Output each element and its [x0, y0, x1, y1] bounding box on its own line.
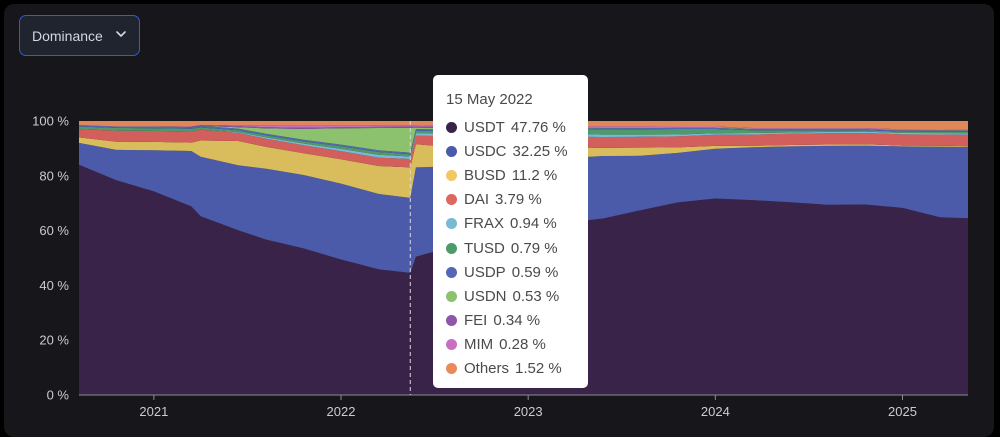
tooltip-row-others: Others 1.52 %: [446, 357, 588, 381]
dropdown-label: Dominance: [32, 27, 103, 44]
dominance-dropdown[interactable]: Dominance: [19, 15, 140, 56]
tooltip-series-value: 1.52 %: [515, 360, 562, 378]
tooltip-row-frax: FRAX 0.94 %: [446, 212, 588, 236]
tooltip-series-name: MIM: [464, 336, 494, 354]
tooltip-series-name: FRAX: [464, 215, 505, 233]
tooltip-series-name: TUSD: [464, 239, 505, 257]
tooltip-series-value: 11.2 %: [511, 166, 558, 184]
y-tick-label: 80 %: [39, 168, 69, 183]
tooltip-series-name: DAI: [464, 191, 490, 209]
y-tick-label: 100 %: [32, 114, 69, 129]
x-tick-label: 2023: [514, 404, 543, 419]
tooltip-series-name: BUSD: [464, 166, 506, 184]
legend-dot-icon: [446, 315, 457, 327]
legend-dot-icon: [446, 121, 457, 133]
tooltip-date: 15 May 2022: [446, 91, 533, 108]
legend-dot-icon: [446, 218, 457, 230]
tooltip-series-name: USDC: [464, 142, 507, 160]
tooltip-row-usdn: USDN 0.53 %: [446, 284, 588, 308]
x-tick-label: 2021: [139, 404, 168, 419]
tooltip-series-name: USDT: [464, 118, 505, 136]
tooltip-series-value: 0.79 %: [510, 239, 558, 257]
tooltip-row-fei: FEI 0.34 %: [446, 309, 588, 333]
tooltip-series-name: Others: [464, 360, 510, 378]
legend-dot-icon: [446, 194, 457, 206]
y-tick-label: 40 %: [39, 278, 69, 293]
y-axis: 0 % 20 % 40 % 60 % 80 % 100 %: [32, 114, 69, 403]
y-tick-label: 60 %: [39, 223, 69, 238]
tooltip-series-name: FEI: [464, 312, 488, 330]
tooltip-row-usdp: USDP 0.59 %: [446, 260, 588, 284]
tooltip-row-tusd: TUSD 0.79 %: [446, 236, 588, 260]
x-tick-label: 2025: [888, 404, 917, 419]
tooltip-series-name: USDN: [464, 287, 507, 305]
tooltip-series-value: 0.59 %: [511, 263, 559, 281]
area-usdn[interactable]: [79, 125, 968, 153]
legend-dot-icon: [446, 242, 457, 254]
legend-dot-icon: [446, 290, 457, 302]
legend-dot-icon: [446, 169, 457, 181]
tooltip-series-name: USDP: [464, 263, 506, 281]
tooltip-series-value: 0.53 %: [512, 287, 560, 305]
tooltip: 15 May 2022 USDT 47.76 % USDC 32.25 % BUSD 11…: [433, 75, 588, 388]
x-tick-label: 2022: [327, 404, 356, 419]
legend-dot-icon: [446, 145, 457, 157]
tooltip-row-mim: MIM 0.28 %: [446, 333, 588, 357]
tooltip-series-value: 32.25 %: [512, 142, 568, 160]
tooltip-row-dai: DAI 3.79 %: [446, 188, 588, 212]
tooltip-series-value: 0.94 %: [510, 215, 557, 233]
tooltip-series-value: 0.34 %: [493, 312, 541, 330]
tooltip-series-value: 47.76 %: [510, 118, 566, 136]
tooltip-row-usdt: USDT 47.76 %: [446, 115, 588, 139]
legend-dot-icon: [446, 363, 457, 375]
tooltip-rows: USDT 47.76 % USDC 32.25 % BUSD 11.2 % DAI 3.79 …: [446, 115, 588, 381]
y-tick-label: 0 %: [47, 388, 70, 403]
y-tick-label: 20 %: [39, 333, 69, 348]
tooltip-series-value: 3.79 %: [495, 191, 542, 209]
x-tick-label: 2024: [701, 404, 730, 419]
area-mim[interactable]: [79, 125, 968, 131]
x-axis: 2021 2022 2023 2024 2025: [79, 394, 968, 419]
tooltip-row-busd: BUSD 11.2 %: [446, 163, 588, 187]
chevron-down-icon: [116, 31, 126, 37]
area-dai[interactable]: [79, 129, 968, 168]
tooltip-row-usdc: USDC 32.25 %: [446, 139, 588, 163]
tooltip-series-value: 0.28 %: [499, 336, 546, 354]
legend-dot-icon: [446, 339, 457, 351]
area-usdp[interactable]: [79, 125, 968, 155]
legend-dot-icon: [446, 266, 457, 278]
